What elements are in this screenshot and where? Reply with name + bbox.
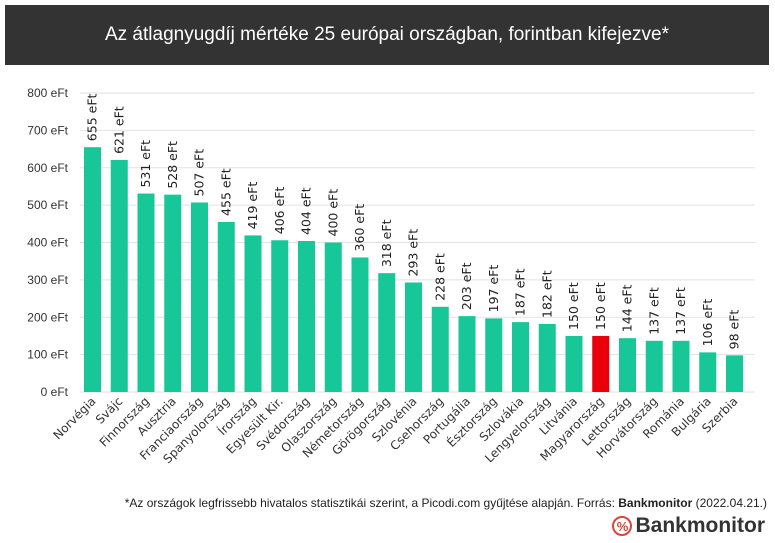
bar (485, 318, 503, 392)
bar (512, 322, 529, 392)
bar (164, 194, 182, 392)
bar (619, 338, 636, 392)
bar (137, 193, 155, 392)
bar (324, 242, 342, 392)
data-label: 528 eFt (165, 141, 180, 189)
y-tick-label: 800 eFt (27, 86, 68, 100)
data-label: 137 eFt (646, 287, 661, 335)
data-label: 150 eFt (566, 282, 581, 330)
data-label: 400 eFt (325, 189, 340, 237)
bar (191, 202, 208, 392)
bar (378, 273, 396, 392)
data-label: 150 eFt (593, 282, 608, 330)
footnote-source: Bankmonitor (618, 496, 693, 510)
data-label: 406 eFt (272, 187, 287, 235)
footnote: *Az országok legfrissebb hivatalos stati… (125, 496, 767, 510)
chart-title: Az átlagnyugdíj mértéke 25 európai orszá… (5, 5, 769, 65)
bar-chart: 0 eFt 100 eFt 200 eFt 300 eFt 400 eFt 500 eFt… (27, 86, 755, 466)
y-tick-label: 500 eFt (27, 198, 68, 212)
bar (351, 257, 369, 392)
data-label: 621 eFt (111, 106, 126, 154)
bar (565, 335, 583, 392)
bar (271, 240, 289, 392)
bar (699, 352, 717, 392)
data-label: 98 eFt (727, 310, 742, 350)
bar (592, 335, 610, 392)
logo-name: Bankmonitor (635, 514, 765, 537)
bar (298, 241, 315, 392)
data-label: 404 eFt (299, 187, 314, 235)
data-label: 655 eFt (85, 93, 100, 141)
footnote-date: (2022.04.21.) (692, 496, 767, 510)
bar (110, 159, 128, 392)
data-label: 293 eFt (406, 229, 421, 277)
footnote-text: *Az országok legfrissebb hivatalos stati… (124, 496, 619, 510)
y-tick-label: 100 eFt (27, 348, 68, 362)
bar (405, 282, 422, 392)
y-tick-label: 400 eFt (27, 236, 68, 250)
bar (84, 147, 101, 392)
bar (726, 355, 743, 392)
data-label: 455 eFt (218, 168, 233, 216)
y-tick-label: 0 eFt (41, 385, 69, 399)
bar (244, 235, 262, 392)
bar (672, 340, 690, 392)
data-label: 531 eFt (138, 140, 153, 188)
data-label: 318 eFt (379, 219, 394, 267)
x-tick-label: Norvégia (51, 394, 99, 442)
data-label: 507 eFt (192, 149, 207, 197)
data-label: 144 eFt (620, 284, 635, 332)
data-label: 228 eFt (432, 253, 447, 301)
bar (217, 221, 235, 392)
data-label: 419 eFt (245, 182, 260, 230)
bankmonitor-logo: % Bankmonitor (612, 514, 765, 538)
y-tick-label: 600 eFt (27, 161, 68, 175)
bar (538, 323, 556, 392)
data-label: 187 eFt (513, 268, 528, 316)
data-label: 106 eFt (700, 299, 715, 347)
y-tick-label: 200 eFt (27, 310, 68, 324)
percent-icon: % (612, 516, 633, 536)
data-label: 197 eFt (486, 265, 501, 313)
y-tick-label: 700 eFt (27, 123, 68, 137)
data-label: 182 eFt (539, 270, 554, 318)
y-tick-label: 300 eFt (27, 273, 68, 287)
data-label: 137 eFt (673, 287, 688, 335)
bar (431, 306, 449, 392)
bar (458, 316, 476, 392)
data-label: 360 eFt (352, 204, 367, 252)
data-label: 203 eFt (459, 262, 474, 310)
bar (645, 340, 663, 392)
